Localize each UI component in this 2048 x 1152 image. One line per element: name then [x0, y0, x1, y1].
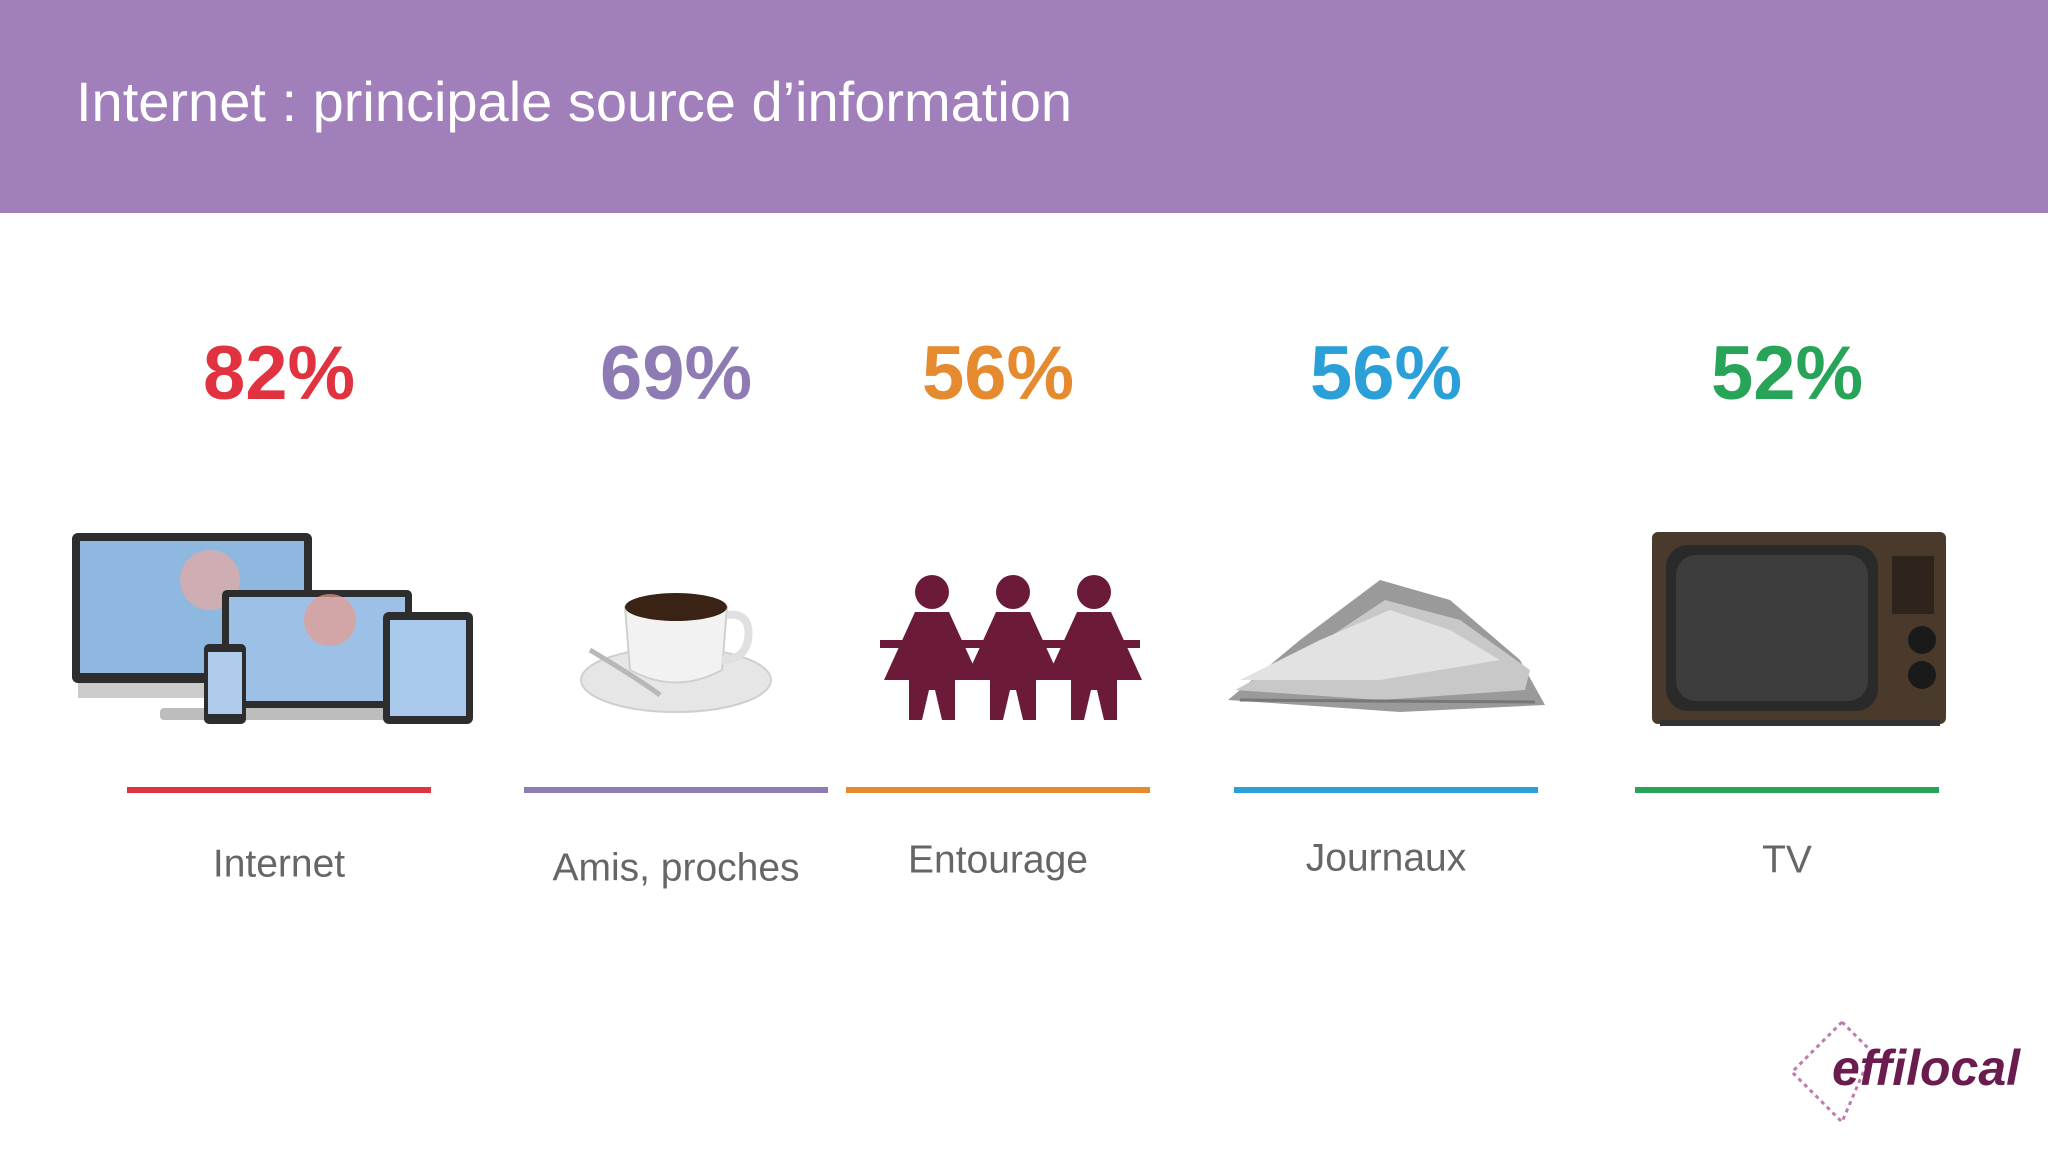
- tv-icon: [1652, 532, 1946, 726]
- item-label: Entourage: [908, 838, 1088, 881]
- item-label: Journaux: [1306, 836, 1467, 879]
- slide-title: Internet : principale source d’informati…: [76, 70, 1072, 133]
- divider-line: [846, 787, 1150, 793]
- coffee-icon: [580, 593, 772, 713]
- percent-value: 56%: [922, 331, 1074, 416]
- divider-line: [127, 787, 431, 793]
- devices-icon: [72, 533, 473, 724]
- logo: effilocal: [1789, 1019, 2021, 1125]
- logo-text: effilocal: [1832, 1040, 2021, 1096]
- item-label: TV: [1762, 838, 1812, 881]
- percent-value: 82%: [203, 331, 355, 416]
- item-label: Amis, proches: [552, 846, 799, 889]
- header-bar: [0, 0, 2048, 213]
- divider-line: [1635, 787, 1939, 793]
- people-icon: [880, 575, 1142, 720]
- percent-value: 52%: [1711, 331, 1863, 416]
- percent-value: 56%: [1310, 331, 1462, 416]
- item-label: Internet: [213, 842, 345, 885]
- percent-value: 69%: [600, 331, 752, 416]
- divider-line: [1234, 787, 1538, 793]
- divider-line: [524, 787, 828, 793]
- newspapers-icon: [1228, 580, 1545, 712]
